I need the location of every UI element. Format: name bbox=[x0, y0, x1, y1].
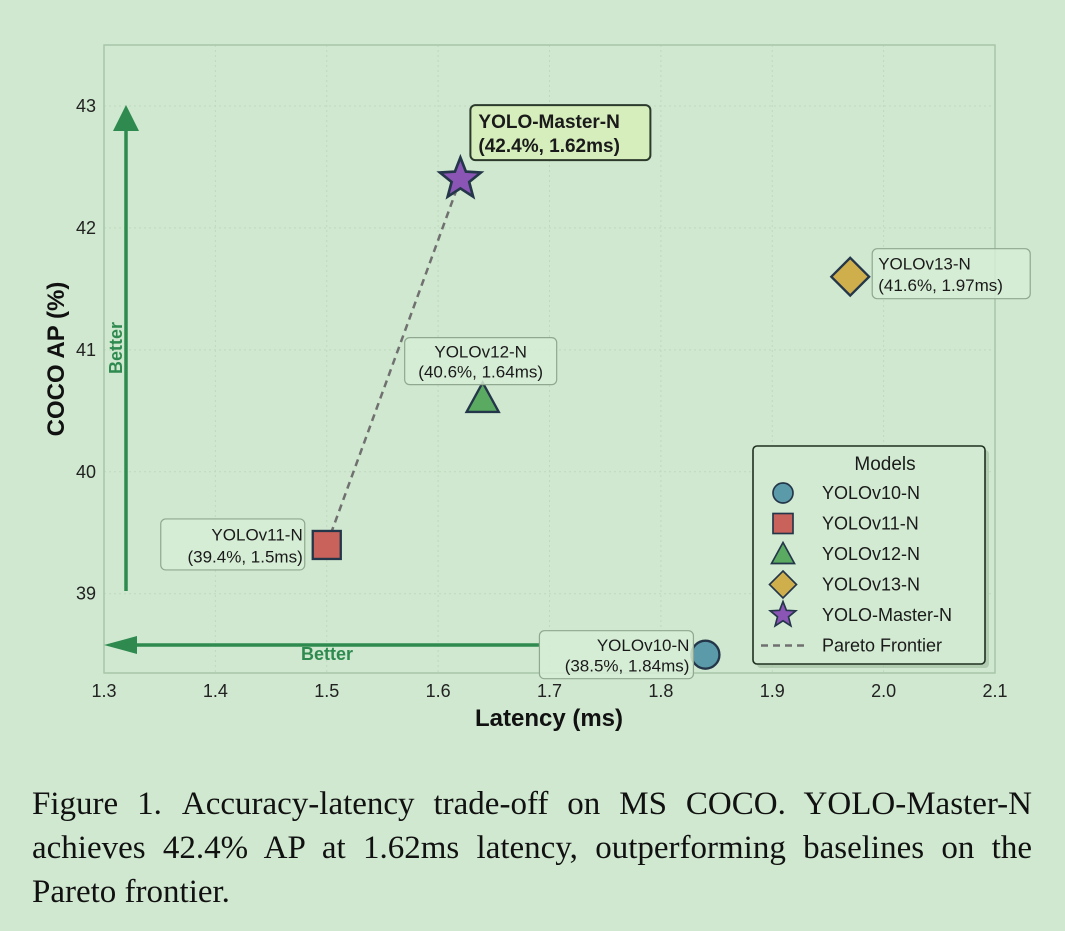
yolo-master-n-label-values: (42.4%, 1.62ms) bbox=[478, 136, 620, 157]
yolov10-n-label-name: YOLOv10-N bbox=[597, 636, 690, 655]
accuracy-latency-chart: 1.3 1.4 1.5 1.6 1.7 1.8 1.9 2.0 2.1 39 40 41 42 43 La… bbox=[43, 44, 1031, 732]
x-tick-label: 1.8 bbox=[648, 681, 673, 701]
legend-yolo-master-n-marker bbox=[768, 599, 798, 628]
legend-yolov13-n-label: YOLOv13-N bbox=[822, 575, 920, 595]
yolov10-n-point bbox=[690, 639, 721, 670]
pareto-frontier-line bbox=[325, 178, 462, 546]
yolov13-n-point bbox=[829, 256, 871, 298]
legend-yolov12-n-label: YOLOv12-N bbox=[822, 544, 920, 564]
yolov12-n-label-box bbox=[404, 337, 558, 386]
y-tick-label: 43 bbox=[76, 96, 96, 116]
legend-pareto-frontier-label: Pareto Frontier bbox=[822, 636, 942, 656]
y-tick-label: 40 bbox=[76, 462, 96, 482]
yolov13-n-label-values: (41.6%, 1.97ms) bbox=[878, 276, 1003, 295]
legend-yolov10-n-label: YOLOv10-N bbox=[822, 483, 920, 503]
yolov12-n-label-name: YOLOv12-N bbox=[434, 342, 527, 361]
yolov11-n-label-values: (39.4%, 1.5ms) bbox=[187, 547, 302, 566]
yolo-master-n-point bbox=[436, 153, 485, 200]
yolov11-n-label-box bbox=[160, 518, 306, 571]
x-tick-label: 2.0 bbox=[871, 681, 896, 701]
better-left-arrow bbox=[104, 636, 540, 654]
yolov13-n-label-name: YOLOv13-N bbox=[878, 255, 971, 274]
yolo-master-n-label-name: YOLO-Master-N bbox=[478, 112, 619, 133]
x-tick-label: 1.4 bbox=[203, 681, 228, 701]
point-labels: YOLOv10-N (38.5%, 1.84ms) YOLOv11-N (39.4%,… bbox=[160, 104, 1031, 680]
x-tick-label: 2.1 bbox=[982, 681, 1007, 701]
better-up-arrow bbox=[113, 105, 139, 591]
y-tick-label: 42 bbox=[76, 218, 96, 238]
legend-yolov11-n-label: YOLOv11-N bbox=[822, 514, 919, 534]
better-left-label: Better bbox=[301, 644, 353, 664]
x-tick-label: 1.7 bbox=[537, 681, 562, 701]
pareto-frontier bbox=[325, 178, 462, 546]
figure-caption: Figure 1. Accuracy-latency trade-off on M… bbox=[32, 782, 1032, 914]
caption-label: Figure 1. bbox=[32, 786, 162, 822]
legend-title: Models bbox=[854, 454, 915, 475]
legend-box bbox=[752, 445, 986, 665]
x-tick-label: 1.5 bbox=[314, 681, 339, 701]
legend-yolov12-n-marker bbox=[770, 540, 796, 565]
yolov13-n-label-box bbox=[871, 248, 1031, 300]
x-tick-label: 1.9 bbox=[760, 681, 785, 701]
legend-yolo-master-n-label: YOLO-Master-N bbox=[822, 605, 952, 625]
better-up-label: Better bbox=[106, 322, 126, 374]
legend-yolov10-n-marker bbox=[772, 482, 794, 504]
yolov10-n-label-box bbox=[538, 630, 695, 680]
caption-text: Accuracy-latency trade-off on MS COCO. Y… bbox=[32, 786, 1032, 910]
legend: Models YOLOv10-N YOLOv11-N YOLOv12-N YOLOv13… bbox=[752, 445, 989, 668]
legend-yolov13-n-marker bbox=[768, 569, 798, 600]
y-tick-label: 39 bbox=[76, 584, 96, 604]
x-tick-label: 1.6 bbox=[426, 681, 451, 701]
data-points bbox=[311, 153, 871, 670]
yolo-master-n-label-box bbox=[469, 104, 652, 162]
yolov12-n-point bbox=[464, 380, 501, 414]
y-tick-label: 41 bbox=[76, 340, 96, 360]
yolov12-n-label-values: (40.6%, 1.64ms) bbox=[418, 363, 543, 382]
x-axis-title: Latency (ms) bbox=[475, 705, 623, 732]
yolov10-n-label-values: (38.5%, 1.84ms) bbox=[565, 657, 690, 676]
y-axis-title: COCO AP (%) bbox=[43, 282, 70, 437]
axis-ticks: 1.3 1.4 1.5 1.6 1.7 1.8 1.9 2.0 2.1 39 40 41 42 43 bbox=[76, 96, 1008, 701]
legend-yolov11-n-marker bbox=[772, 512, 794, 535]
yolov11-n-label-name: YOLOv11-N bbox=[211, 525, 302, 544]
x-tick-label: 1.3 bbox=[91, 681, 116, 701]
yolov11-n-point bbox=[311, 529, 342, 561]
